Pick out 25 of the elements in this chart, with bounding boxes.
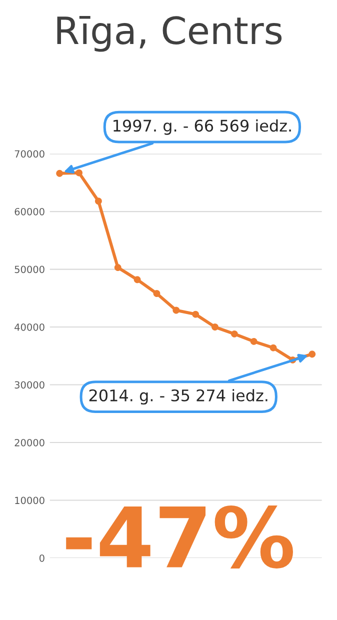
y-tick-label: 10000 — [15, 496, 44, 504]
y-tick-label: 20000 — [14, 438, 44, 446]
point — [212, 324, 218, 330]
y-tick-label: 40000 — [14, 323, 44, 331]
y-tick-label: 50000 — [14, 266, 44, 274]
point — [114, 264, 122, 271]
y-tick-label: 70000 — [14, 150, 44, 158]
y-tick-label: 30000 — [14, 381, 44, 389]
text: 1997. g. - 66 569 iedz. — [114, 119, 291, 135]
point — [172, 306, 180, 314]
point — [94, 198, 102, 205]
y-tick-label: 0 — [39, 554, 44, 562]
point — [192, 310, 200, 318]
point — [250, 338, 258, 345]
chart-title: Rīga, Centrs — [57, 16, 282, 52]
annotation: 2014. g. - 35 274 iedz. — [89, 389, 268, 405]
y-tick-label: 60000 — [14, 208, 44, 216]
point — [308, 350, 316, 358]
point — [76, 169, 82, 176]
annotation: -47% — [66, 505, 293, 568]
point — [56, 170, 64, 177]
point — [153, 290, 160, 297]
point — [270, 344, 277, 352]
point — [230, 330, 238, 338]
point — [134, 276, 141, 284]
